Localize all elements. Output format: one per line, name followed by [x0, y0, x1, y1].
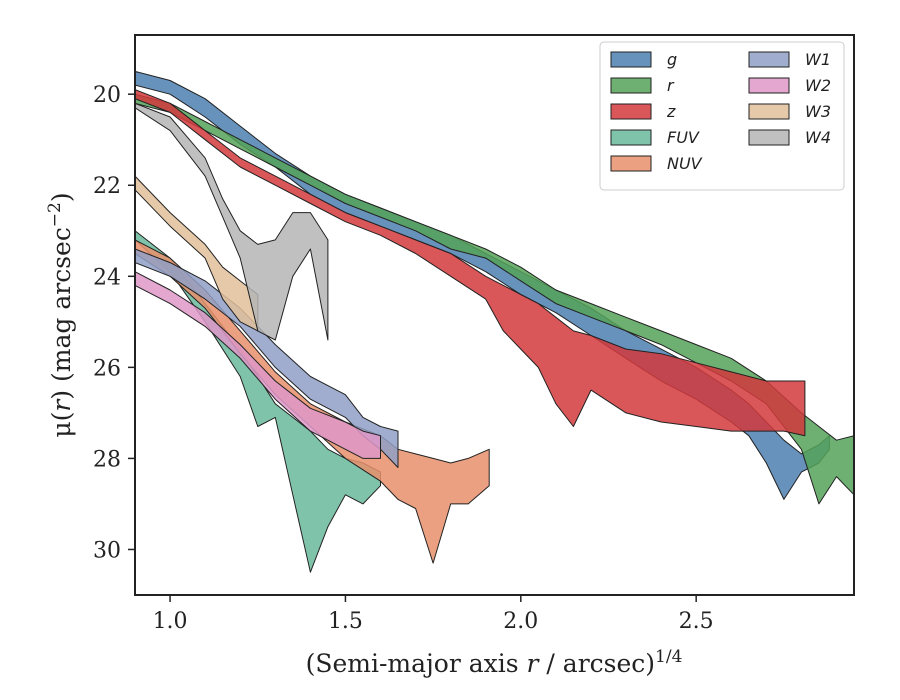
legend: grz FUV NUV W1 W2 W3 W4 — [599, 41, 845, 191]
y-tick-label: 26 — [93, 356, 121, 381]
legend-label-w4: W4 — [805, 128, 831, 147]
x-tick-label: 1.0 — [153, 609, 188, 634]
legend-swatch-w2 — [748, 77, 790, 94]
y-tick-label: 30 — [93, 538, 121, 563]
legend-swatch-r — [610, 77, 652, 94]
legend-label-nuv: NUV — [667, 154, 703, 173]
legend-swatch-w1 — [748, 51, 790, 68]
legend-label-w3: W3 — [805, 102, 831, 121]
x-axis-label: (Semi-major axis r / arcsec)1/4 — [306, 647, 683, 678]
legend-label-g: g — [667, 50, 677, 69]
axis-ticks: 1.0 1.5 2.0 2.5 20 22 24 26 28 30 — [93, 83, 714, 634]
y-tick-label: 20 — [93, 83, 121, 108]
y-tick-label: 22 — [93, 174, 121, 199]
x-tick-label: 1.5 — [328, 609, 363, 634]
legend-swatch-nuv — [610, 155, 652, 172]
profile-bands — [135, 70, 854, 573]
legend-swatch-w3 — [748, 103, 790, 120]
series-band-w2 — [135, 271, 381, 459]
series-band-w4 — [135, 102, 329, 341]
legend-label-r: r — [667, 76, 675, 95]
series-band-z — [135, 89, 806, 437]
legend-label-fuv: FUV — [667, 128, 700, 147]
x-tick-label: 2.0 — [503, 609, 538, 634]
x-tick-label: 2.5 — [679, 609, 714, 634]
legend-swatch-w4 — [748, 129, 790, 146]
series-band-r — [135, 93, 854, 505]
legend-label-w2: W2 — [805, 76, 831, 95]
y-tick-label: 28 — [93, 447, 121, 472]
legend-swatch-g — [610, 51, 652, 68]
y-tick-label: 24 — [93, 265, 121, 290]
y-axis-label: μ(r) (mag arcsec−2) — [45, 192, 76, 437]
plot-frame — [134, 34, 855, 596]
legend-label-z: z — [666, 102, 676, 121]
legend-swatch-fuv — [610, 129, 652, 146]
legend-swatch-z — [610, 103, 652, 120]
legend-label-w1: W1 — [805, 50, 831, 69]
